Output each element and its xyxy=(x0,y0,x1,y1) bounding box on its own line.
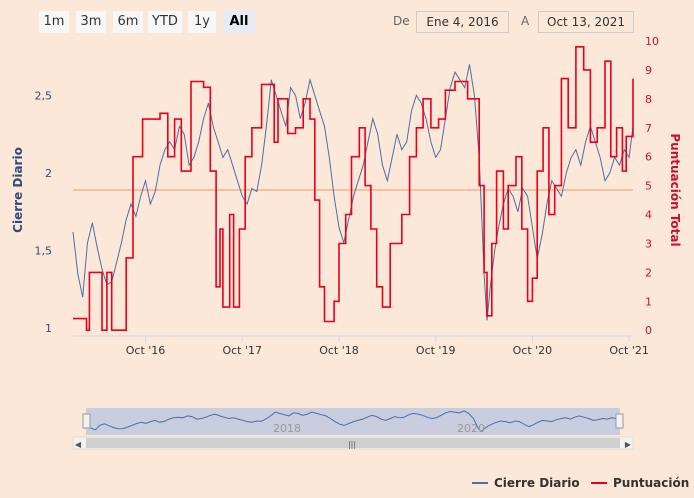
y-right-tick-label: 3 xyxy=(645,237,652,250)
scroll-right-arrow-icon[interactable]: ▶ xyxy=(625,440,632,449)
x-tick-label: Oct '19 xyxy=(416,344,456,357)
y-right-axis: 0 1 2 3 4 5 6 7 8 9 10 xyxy=(645,35,659,337)
score-series-line xyxy=(73,45,634,332)
y-right-title: Puntuación Total xyxy=(668,133,682,246)
scroll-grip-icon[interactable]: ||| xyxy=(348,440,356,449)
range-button-1y[interactable]: 1y xyxy=(188,11,216,33)
y-right-tick-label: 8 xyxy=(645,93,652,106)
y-left-axis: 1 1,5 2 2,5 xyxy=(35,89,53,335)
navigator-scrollbar-thumb[interactable] xyxy=(86,438,620,448)
y-right-tick-label: 10 xyxy=(645,35,659,48)
y-right-tick-label: 1 xyxy=(645,295,652,308)
range-button-ytd[interactable]: YTD xyxy=(148,11,182,33)
range-to-label: A xyxy=(521,14,530,28)
x-tick-label: Oct '21 xyxy=(609,344,649,357)
range-to-input[interactable] xyxy=(538,11,634,33)
range-button-6m[interactable]: 6m xyxy=(113,11,143,33)
navigator-label-2018: 2018 xyxy=(273,422,301,435)
range-from-input[interactable] xyxy=(416,11,509,33)
x-tick-label: Oct '17 xyxy=(222,344,262,357)
legend-score-label: Puntuación xyxy=(613,476,689,490)
navigator-left-handle[interactable] xyxy=(82,413,91,429)
legend-price-label: Cierre Diario xyxy=(494,476,580,490)
range-button-1m[interactable]: 1m xyxy=(39,11,69,33)
x-tick-label: Oct '20 xyxy=(513,344,553,357)
legend-item-score[interactable]: Puntuación xyxy=(591,476,689,490)
scroll-left-arrow-icon[interactable]: ◀ xyxy=(75,440,82,449)
range-button-3m[interactable]: 3m xyxy=(76,11,106,33)
navigator: 2018 2020 ◀ ▶ ||| xyxy=(72,408,634,450)
y-right-tick-label: 4 xyxy=(645,209,652,222)
legend-item-price[interactable]: Cierre Diario xyxy=(472,476,580,490)
y-left-title: Cierre Diario xyxy=(11,147,25,233)
legend: Cierre Diario Puntuación xyxy=(472,476,689,490)
y-left-tick-label: 2,5 xyxy=(35,89,53,102)
y-right-tick-label: 5 xyxy=(645,180,652,193)
y-left-tick-label: 2 xyxy=(45,167,52,180)
x-axis: Oct '16 Oct '17 Oct '18 Oct '19 Oct '20 Oct '… xyxy=(126,336,649,357)
navigator-series-line xyxy=(85,410,621,433)
range-button-all[interactable]: All xyxy=(223,11,255,33)
x-tick-label: Oct '16 xyxy=(126,344,166,357)
y-right-tick-label: 0 xyxy=(645,324,652,337)
y-right-tick-label: 9 xyxy=(645,64,652,77)
navigator-label-2020: 2020 xyxy=(457,422,485,435)
y-left-tick-label: 1 xyxy=(45,322,52,335)
x-tick-label: Oct '18 xyxy=(319,344,359,357)
y-right-tick-label: 6 xyxy=(645,151,652,164)
y-left-tick-label: 1,5 xyxy=(35,245,53,258)
range-from-label: De xyxy=(393,14,410,28)
y-right-tick-label: 2 xyxy=(645,266,652,279)
navigator-right-handle[interactable] xyxy=(615,413,624,429)
y-right-tick-label: 7 xyxy=(645,122,652,135)
